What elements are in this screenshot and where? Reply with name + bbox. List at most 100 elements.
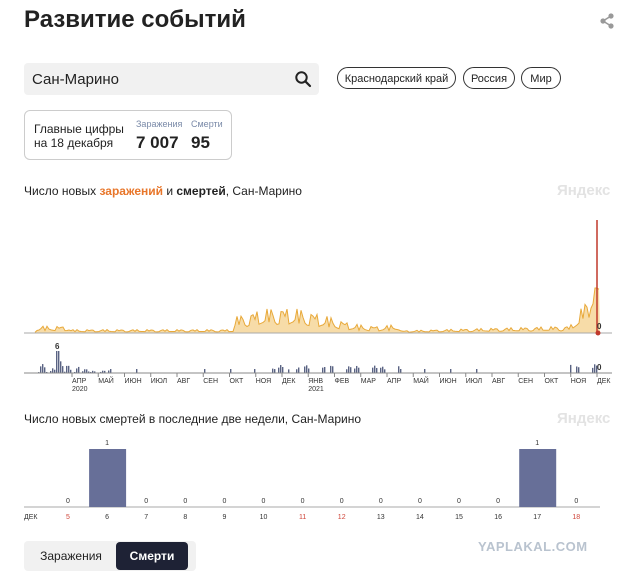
deaths-spike bbox=[52, 368, 54, 373]
bar-value-label: 0 bbox=[379, 498, 383, 505]
summary-card: Главные цифры на 18 декабря Заражения 7 … bbox=[24, 110, 232, 160]
month-label: ИЮН bbox=[440, 378, 457, 385]
deaths-value: 95 bbox=[191, 133, 210, 152]
deaths-spike bbox=[68, 365, 70, 373]
infections-end-marker bbox=[595, 330, 601, 336]
deaths-spike bbox=[372, 367, 374, 373]
deaths-end-label: 0 bbox=[597, 363, 602, 372]
deaths-spike bbox=[88, 371, 90, 373]
share-icon[interactable] bbox=[598, 12, 616, 30]
day-label: 11 bbox=[299, 514, 306, 521]
deaths-spike bbox=[308, 368, 310, 373]
deaths-bar-chart: ДЕК 051607080901001101201301401501611701… bbox=[24, 440, 600, 521]
deaths-spike bbox=[86, 369, 88, 373]
deaths-caption: Смерти bbox=[191, 119, 223, 129]
deaths-spike bbox=[322, 367, 324, 373]
summary-label-line2: на 18 декабря bbox=[34, 136, 114, 150]
tab-deaths[interactable]: Смерти bbox=[116, 542, 188, 570]
deaths-spike bbox=[278, 367, 280, 373]
deaths-spike bbox=[296, 369, 298, 373]
deaths-spike bbox=[254, 369, 256, 373]
month-label: ОКТ bbox=[230, 378, 245, 385]
chart1-title-infections: заражений bbox=[99, 184, 163, 198]
month-label: МАЙ bbox=[98, 376, 114, 385]
day-label: 16 bbox=[494, 514, 502, 521]
infections-line bbox=[34, 287, 600, 333]
infections-end-label: 0 bbox=[597, 322, 602, 331]
deaths-spike bbox=[64, 371, 66, 373]
search-icon[interactable] bbox=[294, 70, 312, 88]
deaths-spike bbox=[348, 366, 350, 373]
bar-value-label: 1 bbox=[105, 440, 109, 447]
deaths-spike bbox=[306, 365, 308, 373]
month-label: ФЕВ bbox=[335, 378, 350, 385]
deaths-spike bbox=[108, 370, 110, 373]
tab-infections[interactable]: Заражения bbox=[40, 549, 102, 563]
bar-value-label: 0 bbox=[418, 498, 422, 505]
chart1-title-suffix: , Сан-Марино bbox=[225, 184, 302, 198]
region-pill-world[interactable]: Мир bbox=[521, 67, 561, 89]
deaths-spike bbox=[424, 369, 426, 373]
month-label: СЕН bbox=[518, 378, 533, 385]
day-label: 5 bbox=[66, 514, 70, 521]
search-field[interactable] bbox=[24, 63, 319, 95]
summary-label: Главные цифры на 18 декабря bbox=[34, 122, 124, 150]
region-pill-krasnodar[interactable]: Краснодарский край bbox=[337, 67, 456, 89]
month-label: АВГ bbox=[177, 378, 190, 385]
month-label: АПР bbox=[387, 378, 402, 385]
month-label: МАЙ bbox=[413, 376, 429, 385]
bar-value-label: 0 bbox=[222, 498, 226, 505]
infections-caption: Заражения bbox=[136, 119, 183, 129]
bar-value-label: 0 bbox=[457, 498, 461, 505]
deaths-spike bbox=[230, 369, 232, 373]
deaths-spike bbox=[82, 371, 84, 373]
deaths-spike bbox=[282, 367, 284, 373]
infections-value: 7 007 bbox=[136, 133, 179, 152]
deaths-spike bbox=[274, 369, 276, 373]
deaths-spike bbox=[376, 367, 378, 373]
month-label: ИЮЛ bbox=[466, 378, 483, 385]
day-label: 14 bbox=[416, 514, 424, 521]
deaths-spike bbox=[596, 365, 598, 373]
deaths-spike bbox=[70, 369, 72, 373]
day-label: 18 bbox=[572, 514, 580, 521]
month-label: ОКТ bbox=[545, 378, 560, 385]
deaths-spike bbox=[382, 366, 384, 373]
search-input[interactable] bbox=[32, 63, 282, 95]
month-label: ДЕК bbox=[597, 378, 611, 385]
deaths-spike bbox=[384, 369, 386, 373]
deaths-spike bbox=[450, 369, 452, 373]
month-label: ИЮЛ bbox=[151, 378, 168, 385]
deaths-spike bbox=[298, 367, 300, 373]
deaths-spike bbox=[346, 369, 348, 373]
chart2-title: Число новых смертей в последние две неде… bbox=[24, 412, 362, 426]
month-label: НОЯ bbox=[256, 378, 271, 385]
day-label: 9 bbox=[222, 514, 226, 521]
deaths-spike bbox=[92, 370, 94, 373]
deaths-spike bbox=[398, 366, 400, 373]
deaths-spike bbox=[50, 371, 52, 373]
month-label: ДЕК bbox=[282, 378, 296, 385]
deaths-bars bbox=[38, 351, 598, 373]
month-label: СЕН bbox=[203, 378, 218, 385]
chart2-month-label: ДЕК bbox=[24, 514, 38, 521]
site-watermark: YAPLAKAL.COM bbox=[478, 539, 588, 554]
bar-value-label: 0 bbox=[340, 498, 344, 505]
bar-value-label: 0 bbox=[496, 498, 500, 505]
deaths-spike bbox=[104, 370, 106, 373]
region-pill-russia[interactable]: Россия bbox=[463, 67, 515, 89]
deaths-spike bbox=[84, 369, 86, 373]
deaths-spike bbox=[40, 366, 42, 373]
deaths-spike bbox=[78, 366, 80, 373]
bar-value-label: 0 bbox=[183, 498, 187, 505]
month-label: ЯНВ bbox=[308, 378, 323, 385]
month-label: ИЮН bbox=[125, 378, 142, 385]
deaths-spike bbox=[110, 369, 112, 373]
summary-label-line1: Главные цифры bbox=[34, 122, 124, 136]
deaths-spike bbox=[76, 368, 78, 373]
metric-tabs: Заражения Смерти bbox=[24, 541, 196, 571]
month-label: МАР bbox=[361, 378, 377, 385]
deaths-spike bbox=[272, 368, 274, 373]
deaths-spike bbox=[350, 367, 352, 373]
